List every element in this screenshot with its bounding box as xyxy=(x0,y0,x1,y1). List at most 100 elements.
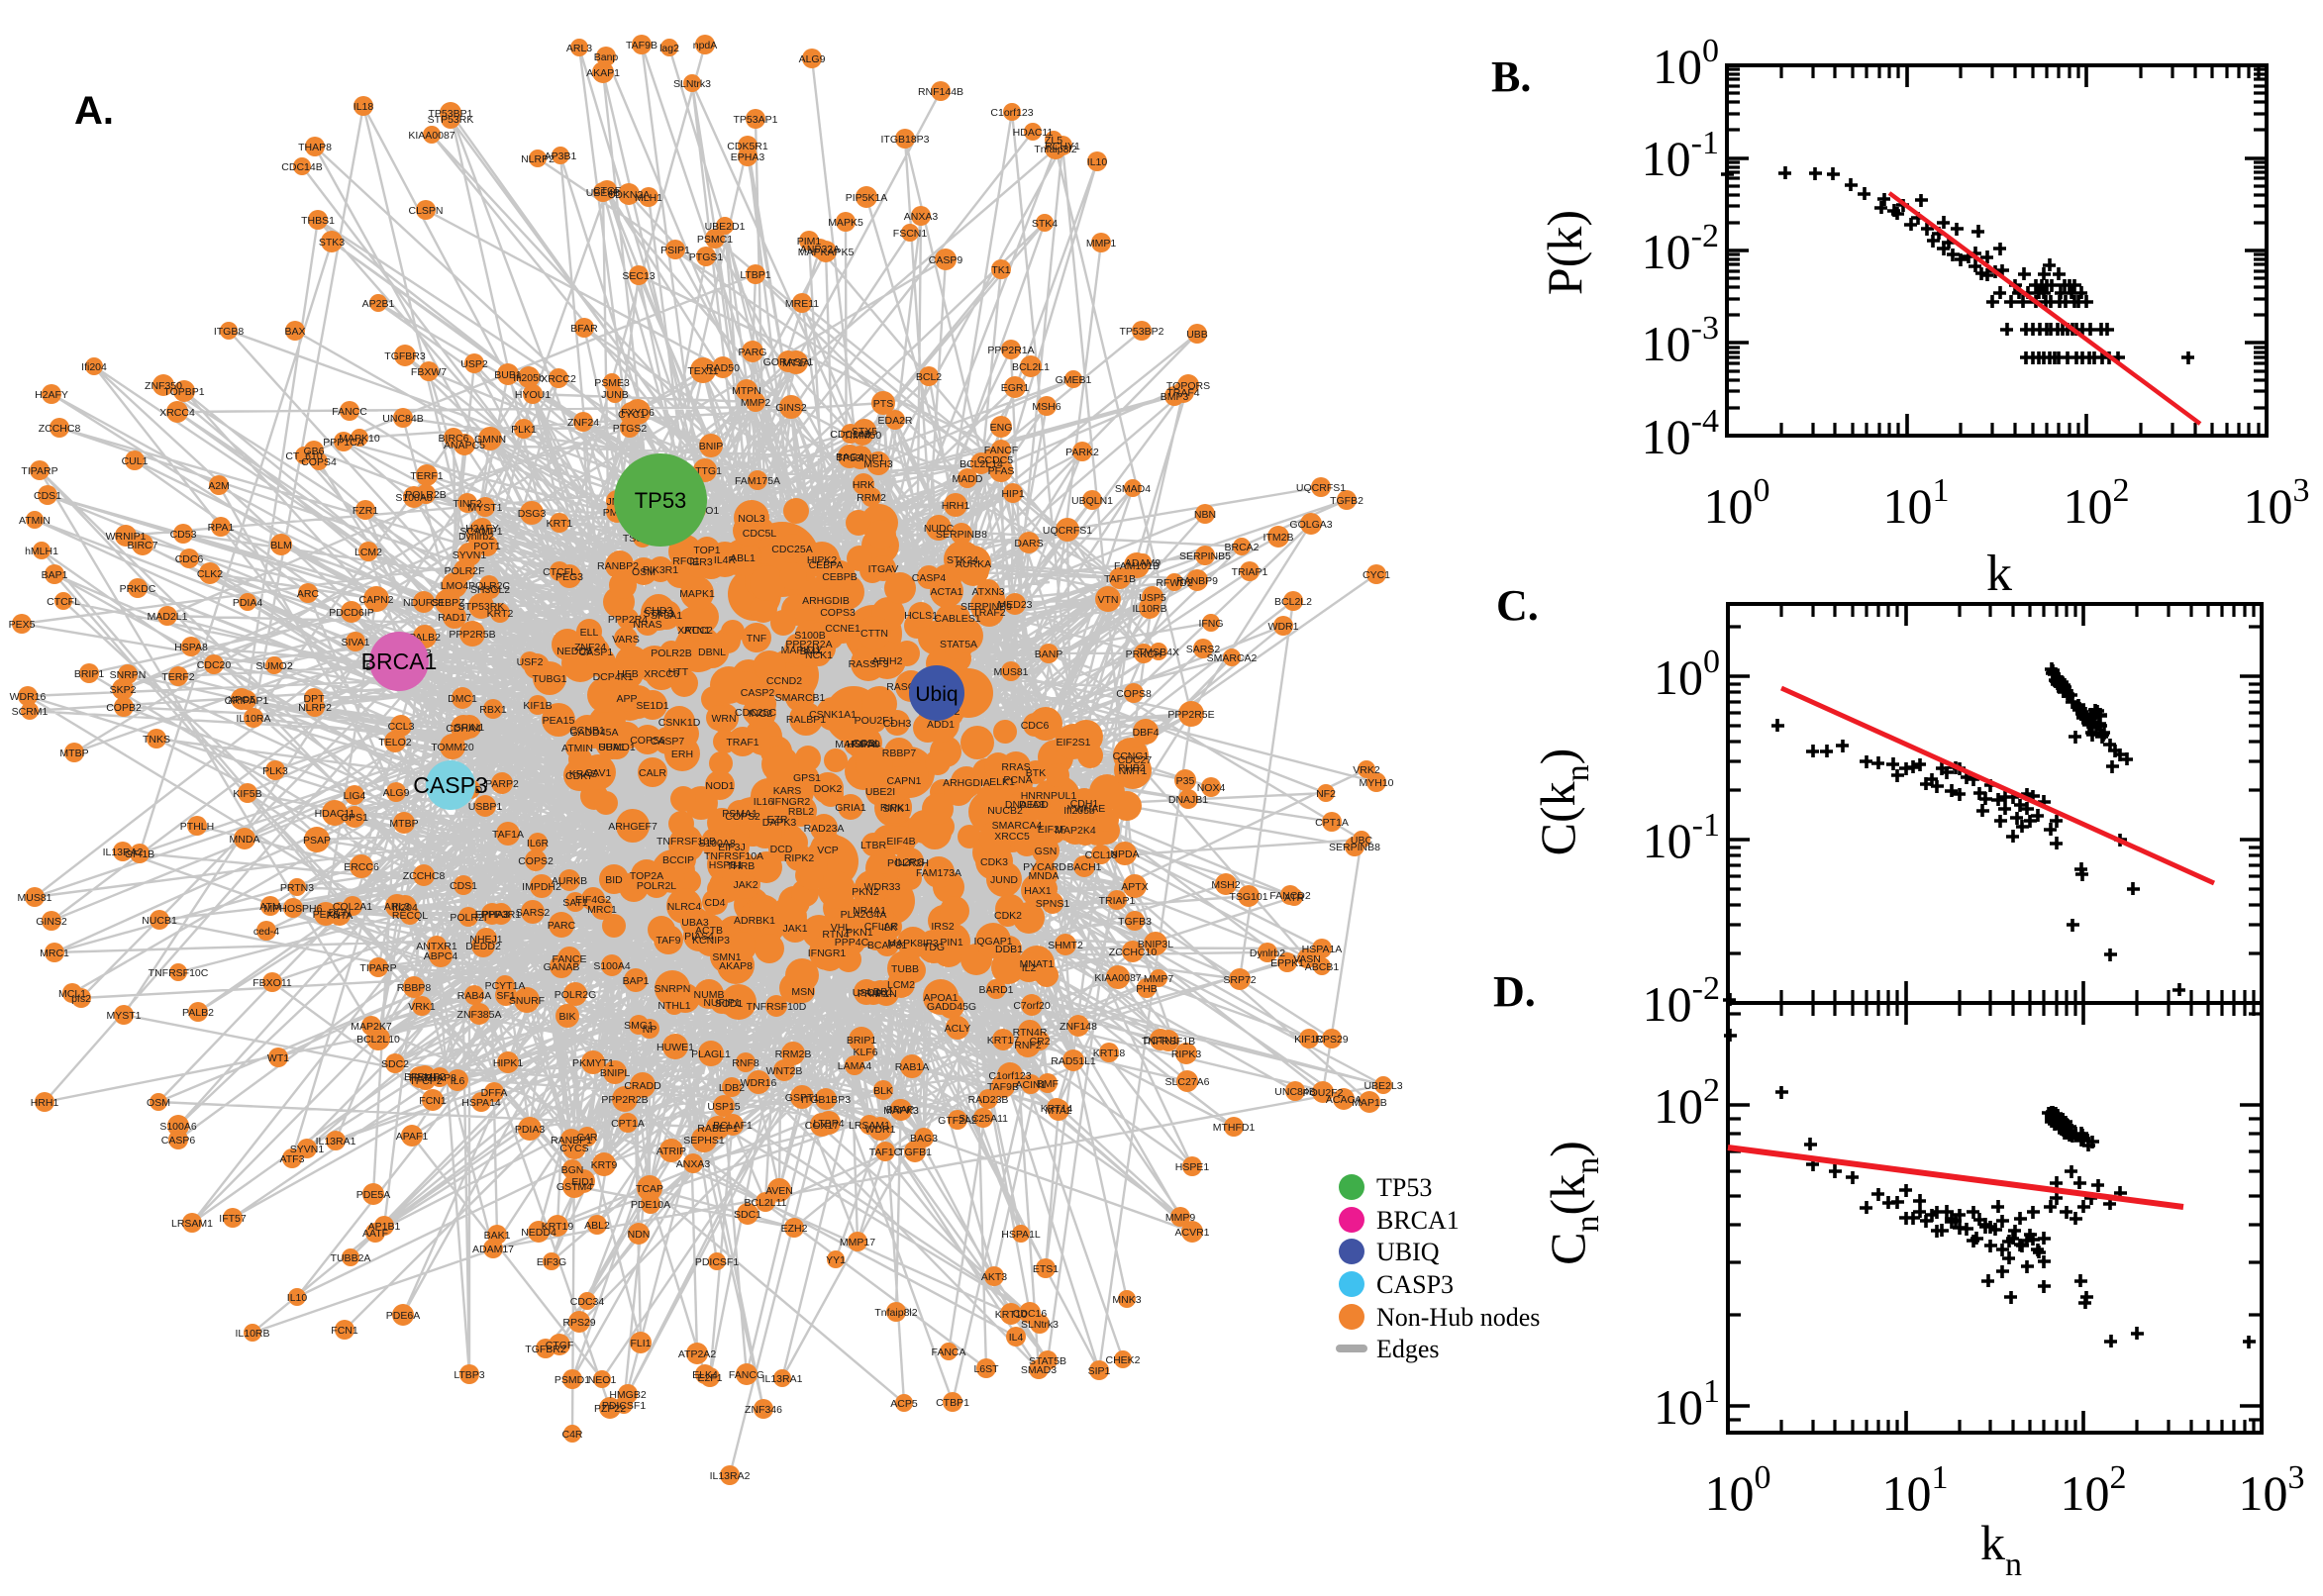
svg-text:UQCRFS1: UQCRFS1 xyxy=(1043,525,1092,537)
svg-text:ENG: ENG xyxy=(990,422,1013,434)
svg-text:NUMB: NUMB xyxy=(694,989,725,1001)
svg-text:BARD1: BARD1 xyxy=(978,984,1013,996)
svg-text:ZCCHC10: ZCCHC10 xyxy=(1109,947,1158,958)
svg-text:IFNG: IFNG xyxy=(1198,618,1223,630)
svg-text:KRT1: KRT1 xyxy=(547,518,573,530)
svg-text:COX17: COX17 xyxy=(805,1120,840,1132)
svg-text:PEG3: PEG3 xyxy=(556,571,583,583)
svg-text:BCLAF1: BCLAF1 xyxy=(713,1120,753,1132)
svg-text:STAT5B: STAT5B xyxy=(1029,1355,1066,1367)
svg-text:AURKB: AURKB xyxy=(552,875,587,887)
svg-text:CYC1: CYC1 xyxy=(1363,569,1390,581)
svg-text:MTBP: MTBP xyxy=(389,818,418,830)
svg-text:SAT1: SAT1 xyxy=(562,897,588,909)
svg-text:PEX5: PEX5 xyxy=(313,909,340,921)
svg-text:PKMYT1: PKMYT1 xyxy=(572,1057,614,1069)
svg-text:TMSB4X: TMSB4X xyxy=(1138,647,1179,658)
svg-text:ACTA1: ACTA1 xyxy=(930,586,962,598)
svg-text:MRE11: MRE11 xyxy=(785,298,819,310)
svg-text:CDC20: CDC20 xyxy=(197,659,232,671)
svg-text:HDAC11: HDAC11 xyxy=(1013,127,1054,139)
svg-text:TELO2: TELO2 xyxy=(378,737,411,748)
svg-text:CRADD: CRADD xyxy=(624,1080,661,1092)
svg-text:S100A6: S100A6 xyxy=(159,1121,197,1133)
svg-text:UNC84B: UNC84B xyxy=(382,413,423,425)
svg-text:EPHA3: EPHA3 xyxy=(475,909,510,921)
svg-text:TGFBR2: TGFBR2 xyxy=(525,1344,566,1355)
svg-text:FZR1: FZR1 xyxy=(353,505,378,517)
svg-text:VTN: VTN xyxy=(1098,594,1119,606)
svg-text:TGFB3: TGFB3 xyxy=(1118,916,1152,928)
svg-text:PSIP1: PSIP1 xyxy=(660,245,690,256)
svg-text:k: k xyxy=(1986,546,2012,602)
svg-text:SDC2: SDC2 xyxy=(381,1058,409,1070)
svg-text:PDIA3: PDIA3 xyxy=(515,1124,546,1136)
svg-text:IER3: IER3 xyxy=(689,556,713,568)
svg-text:hMLH1: hMLH1 xyxy=(25,546,58,557)
svg-text:DDB1: DDB1 xyxy=(995,944,1023,955)
svg-text:EGR1: EGR1 xyxy=(1001,382,1030,394)
svg-text:PDCD6IP: PDCD6IP xyxy=(329,607,374,619)
svg-text:CLK2: CLK2 xyxy=(197,568,223,580)
svg-text:PRKCH: PRKCH xyxy=(1126,648,1162,660)
svg-text:CDC25A: CDC25A xyxy=(771,544,812,555)
svg-text:BCL2L1: BCL2L1 xyxy=(1012,361,1050,373)
svg-text:C1orf123: C1orf123 xyxy=(988,1070,1031,1082)
svg-text:PRKDC: PRKDC xyxy=(120,583,156,595)
svg-text:POLR2H: POLR2H xyxy=(887,857,929,869)
svg-text:ANAPC5: ANAPC5 xyxy=(444,440,485,451)
svg-text:FAM173A: FAM173A xyxy=(916,867,961,879)
svg-text:RBL2: RBL2 xyxy=(788,806,814,818)
svg-text:CCNG1: CCNG1 xyxy=(1113,750,1150,762)
svg-text:UQCRFS1: UQCRFS1 xyxy=(1296,482,1346,494)
svg-text:P35: P35 xyxy=(1176,775,1195,787)
svg-text:DFFA: DFFA xyxy=(481,1087,508,1099)
svg-text:Edges: Edges xyxy=(1376,1335,1440,1363)
svg-text:ZCCHC8: ZCCHC8 xyxy=(39,423,81,435)
svg-text:EZH2: EZH2 xyxy=(781,1223,808,1235)
svg-text:IL16: IL16 xyxy=(754,796,774,808)
svg-text:NOX4: NOX4 xyxy=(1197,782,1226,794)
svg-text:TGFBR3: TGFBR3 xyxy=(384,350,426,362)
svg-text:EIF2S1: EIF2S1 xyxy=(1056,737,1090,748)
svg-text:CAPN1: CAPN1 xyxy=(886,775,921,787)
svg-text:SDC1: SDC1 xyxy=(734,1209,761,1221)
svg-text:ARIH2: ARIH2 xyxy=(872,655,903,667)
svg-text:ACVR1: ACVR1 xyxy=(1174,1227,1209,1239)
svg-text:GSN: GSN xyxy=(1035,846,1058,857)
svg-text:STX5: STX5 xyxy=(852,426,877,438)
svg-text:MLH1: MLH1 xyxy=(635,192,662,204)
svg-text:PTGS2: PTGS2 xyxy=(613,423,648,435)
svg-text:CCNE1: CCNE1 xyxy=(825,623,860,635)
svg-text:POLR2F: POLR2F xyxy=(445,565,485,577)
svg-text:HDAC11: HDAC11 xyxy=(315,808,355,820)
svg-text:MAP4K4: MAP4K4 xyxy=(835,739,876,750)
svg-text:Ifi205b: Ifi205b xyxy=(513,372,545,384)
svg-text:FNTA: FNTA xyxy=(327,910,354,922)
svg-text:Dynlrb2: Dynlrb2 xyxy=(458,531,494,543)
svg-text:PCNA: PCNA xyxy=(1003,774,1032,786)
svg-text:KCNIP3: KCNIP3 xyxy=(692,935,730,947)
svg-text:TOP1: TOP1 xyxy=(693,545,720,556)
svg-text:DEDD: DEDD xyxy=(1019,799,1049,811)
svg-text:TUBB: TUBB xyxy=(891,963,919,975)
svg-text:ELK1: ELK1 xyxy=(989,776,1015,788)
svg-text:UBB: UBB xyxy=(1186,329,1208,341)
svg-text:CASP2: CASP2 xyxy=(741,687,775,699)
svg-text:SF3A1: SF3A1 xyxy=(651,610,682,622)
svg-text:NDN: NDN xyxy=(628,1229,651,1241)
svg-text:PIP5K1A: PIP5K1A xyxy=(846,192,888,204)
svg-text:SLC27A6: SLC27A6 xyxy=(1165,1076,1210,1088)
svg-text:KRT14: KRT14 xyxy=(1041,1103,1073,1115)
svg-text:MED23: MED23 xyxy=(997,599,1032,611)
svg-text:PARK2: PARK2 xyxy=(1065,447,1099,458)
svg-text:C4R: C4R xyxy=(561,1429,582,1441)
svg-text:CYC1: CYC1 xyxy=(618,409,646,421)
svg-text:GB6: GB6 xyxy=(303,446,324,457)
svg-text:BRCA2: BRCA2 xyxy=(1224,542,1259,553)
svg-text:CD53: CD53 xyxy=(170,529,197,541)
svg-text:A2M: A2M xyxy=(208,480,230,492)
svg-text:APOA1: APOA1 xyxy=(923,992,958,1004)
svg-text:CDC25C: CDC25C xyxy=(735,707,776,719)
svg-text:IL13RA2: IL13RA2 xyxy=(710,1470,751,1482)
